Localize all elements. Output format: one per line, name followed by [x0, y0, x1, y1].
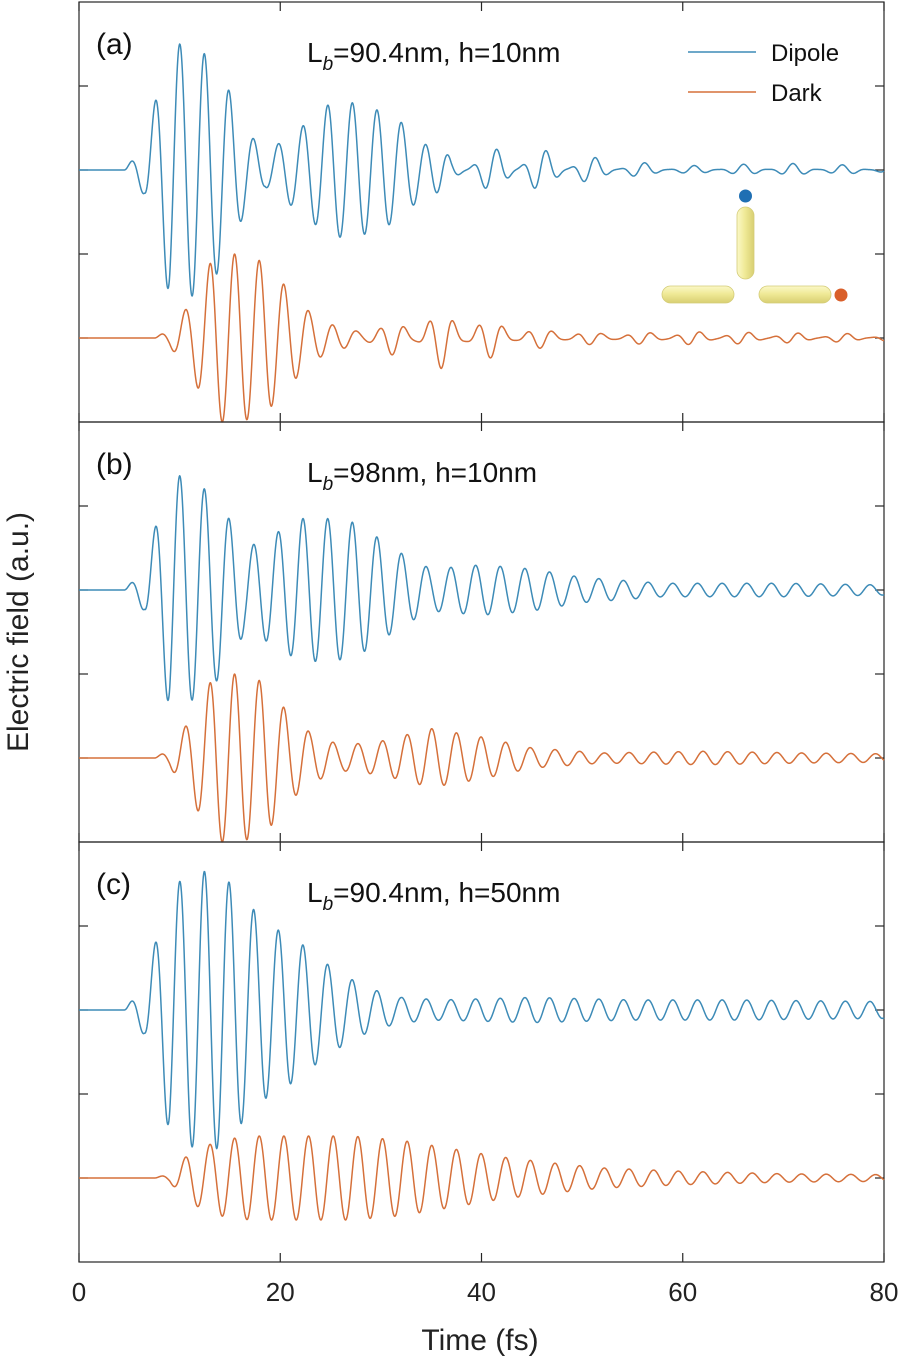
panels-group: (a) Lb=90.4nm, h=10nm (b) Lb=98nm, h=10nm (c…	[78, 1, 885, 1263]
trace-dark	[78, 673, 885, 843]
x-tick-label: 40	[467, 1277, 496, 1307]
panel-label: (b)	[96, 448, 133, 481]
trace-dipole	[78, 870, 885, 1150]
inset-dot-orange	[834, 288, 848, 302]
y-axis-label: Electric field (a.u.)	[2, 512, 35, 752]
panel-label: (a)	[96, 28, 133, 61]
trace-dipole	[78, 43, 885, 297]
inset-dot-blue	[739, 189, 752, 203]
trace-dark	[78, 253, 885, 423]
panel-2: (c) Lb=90.4nm, h=50nm	[78, 841, 885, 1263]
inset-rod-left	[661, 285, 735, 304]
legend: Dipole Dark	[688, 40, 839, 107]
panel-label: (c)	[96, 868, 131, 901]
panel-title: Lb=90.4nm, h=10nm	[307, 37, 560, 75]
legend-label-dipole: Dipole	[771, 40, 839, 67]
inset-rod-vertical	[736, 206, 755, 280]
inset-rod-right	[758, 285, 832, 304]
panel-1: (b) Lb=98nm, h=10nm	[78, 421, 885, 843]
x-axis-label: Time (fs)	[421, 1324, 538, 1357]
x-tick-labels: 0 20 40 60 80	[72, 1277, 899, 1307]
x-tick-label: 0	[72, 1277, 86, 1307]
x-tick-label: 80	[870, 1277, 899, 1307]
inset-illustration	[661, 189, 848, 304]
legend-label-dark: Dark	[771, 80, 823, 107]
panel-0: (a) Lb=90.4nm, h=10nm	[78, 1, 885, 423]
trace-dark	[78, 1135, 885, 1221]
x-tick-label: 20	[266, 1277, 295, 1307]
panel-title: Lb=98nm, h=10nm	[307, 457, 537, 495]
x-tick-label: 60	[668, 1277, 697, 1307]
trace-dipole	[78, 475, 885, 702]
panel-title: Lb=90.4nm, h=50nm	[307, 877, 560, 915]
